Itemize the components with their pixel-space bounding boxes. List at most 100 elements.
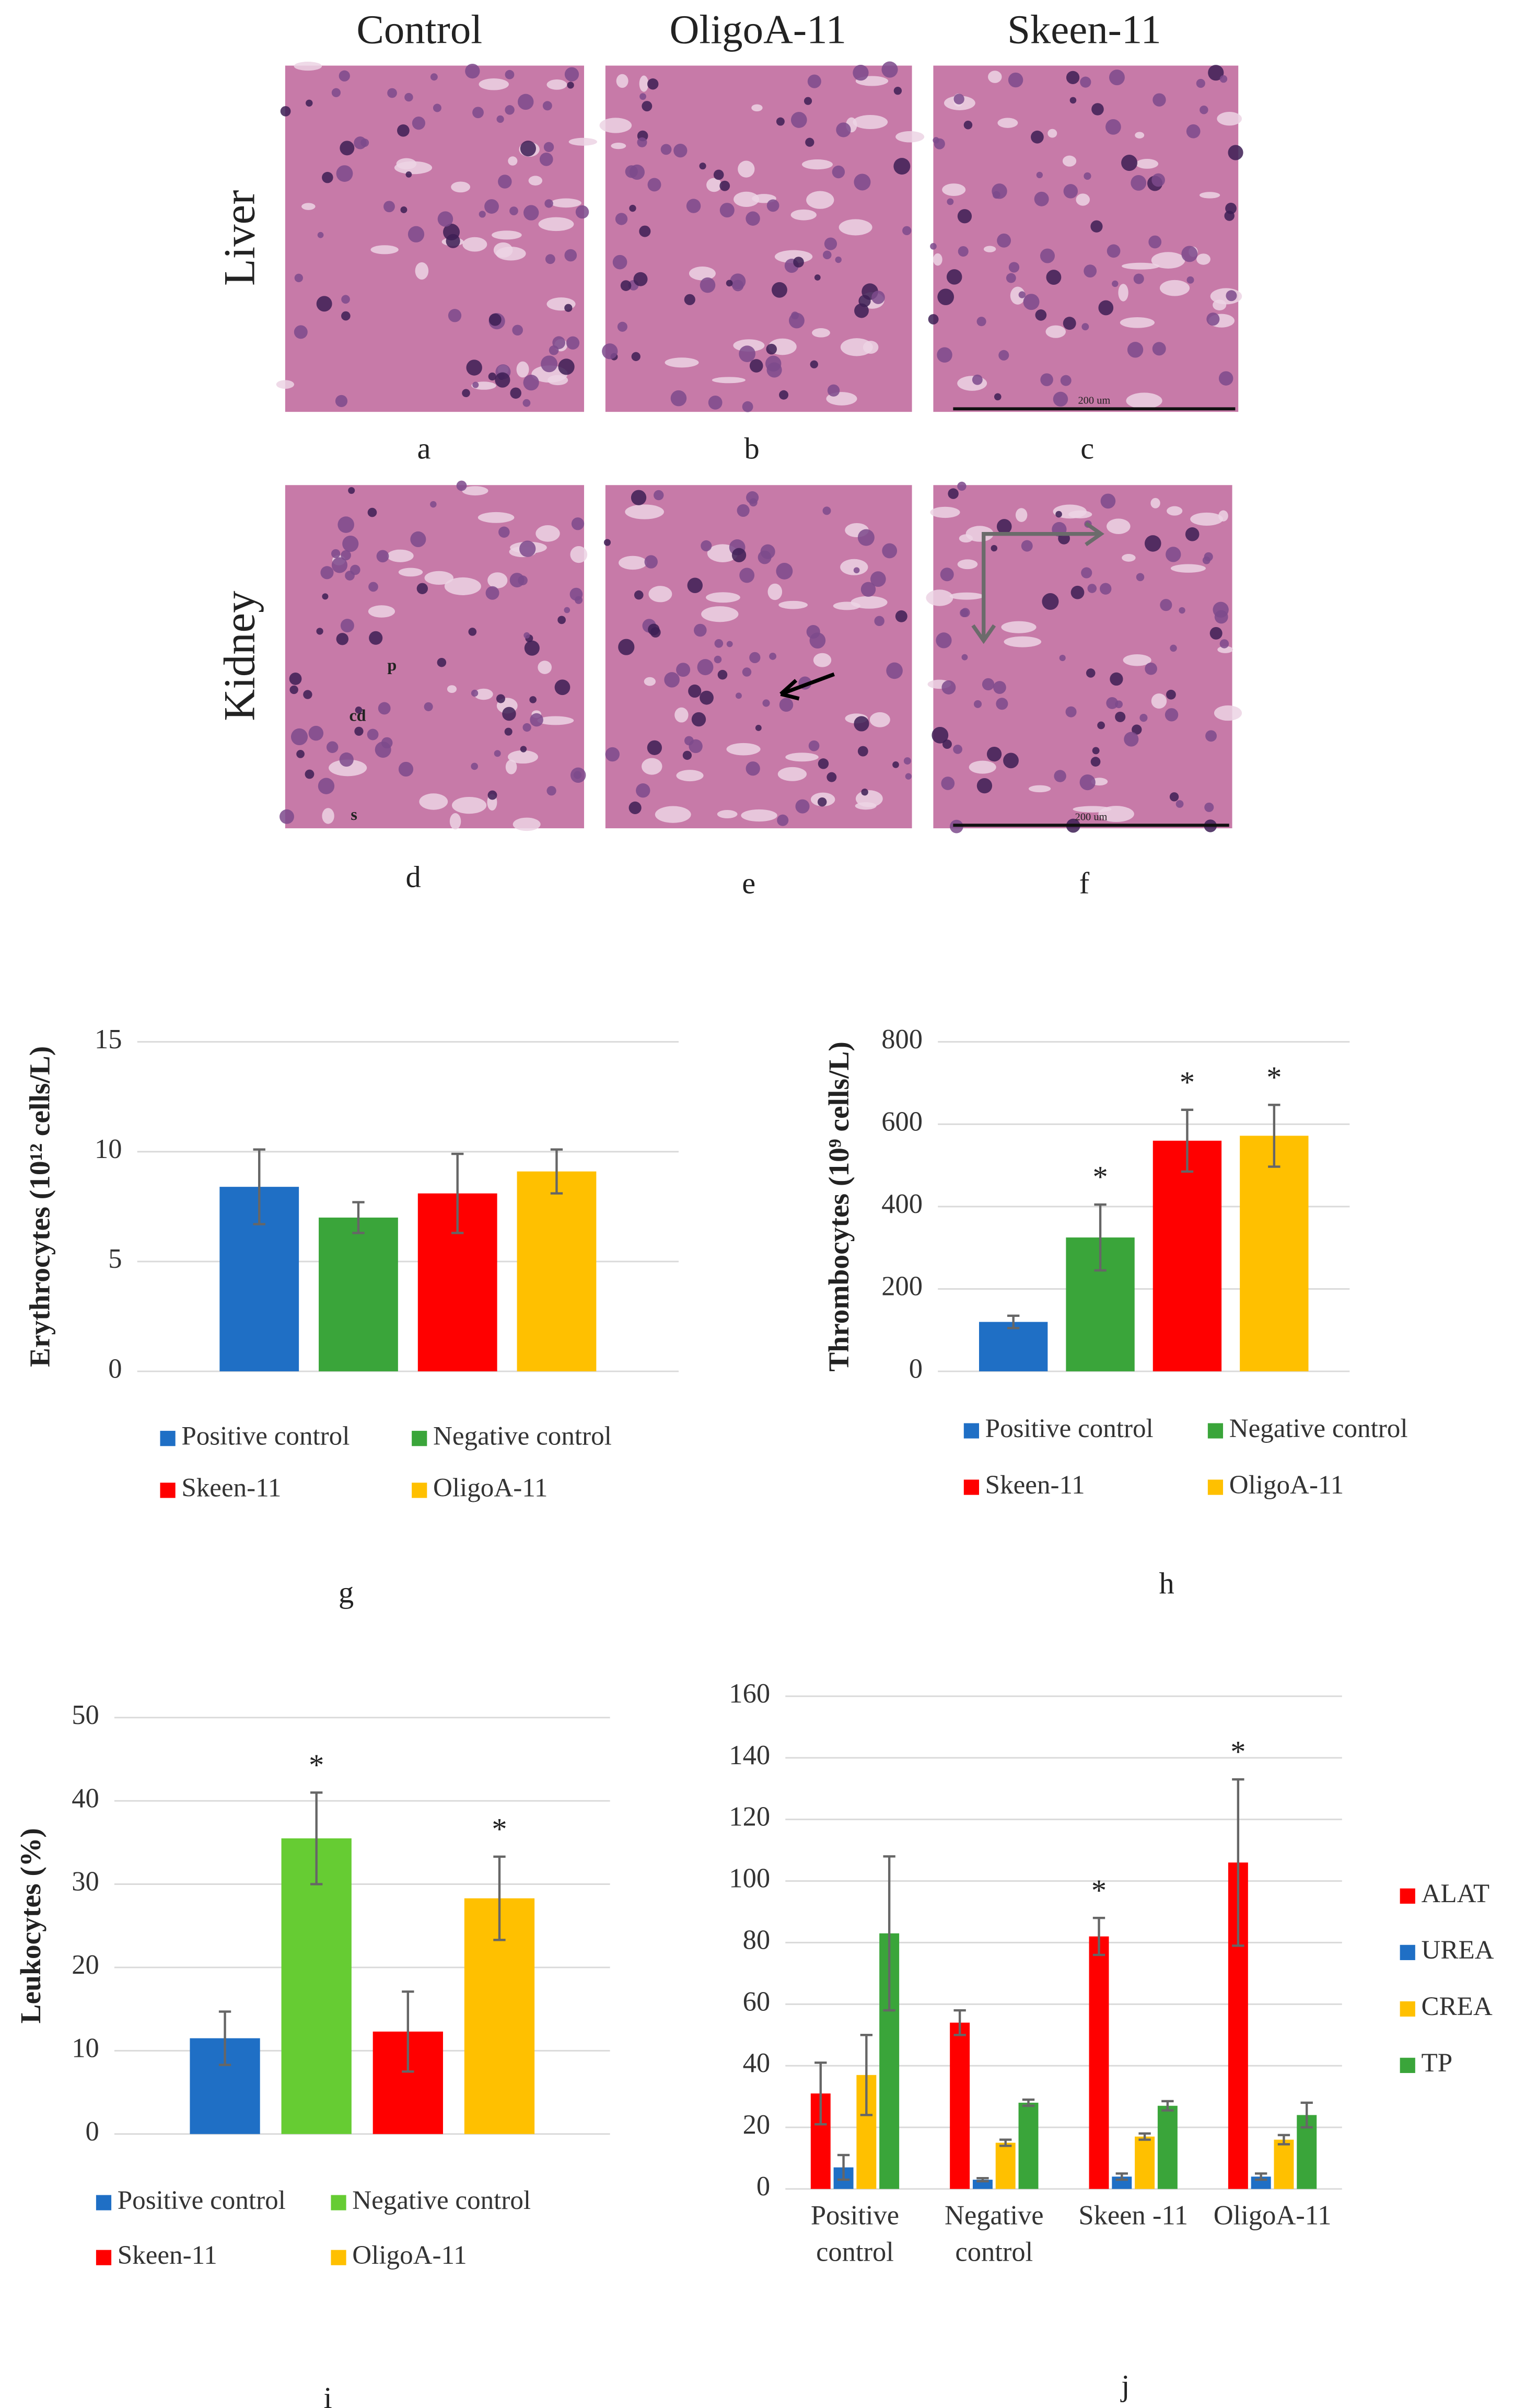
y-tick-label: 30: [72, 1867, 99, 1897]
nucleus: [510, 387, 521, 399]
nucleus: [1170, 644, 1177, 652]
y-axis-label: Erythrocytes (10¹² cells/L): [24, 1046, 55, 1367]
tissue-gap: [644, 677, 656, 686]
nucleus: [1121, 155, 1138, 171]
tissue-gap: [619, 555, 647, 570]
tissue-gap: [449, 813, 461, 830]
legend-swatch: [963, 1479, 979, 1495]
nucleus: [331, 549, 341, 559]
nucleus: [322, 593, 329, 600]
tissue-gap: [1107, 518, 1131, 534]
nucleus: [1152, 342, 1166, 356]
nucleus: [791, 311, 799, 320]
nucleus: [462, 389, 470, 398]
nucleus: [961, 654, 968, 661]
tissue-gap: [767, 583, 783, 600]
nucleus: [766, 199, 779, 212]
tissue-gap: [706, 178, 722, 192]
nucleus: [520, 141, 536, 157]
legend-label: OligoA-11: [1229, 1470, 1344, 1500]
tissue-gap: [1167, 506, 1183, 516]
tissue-gap: [734, 191, 760, 207]
tissue-gap: [726, 743, 761, 756]
tissue-gap: [853, 115, 888, 130]
tissue-gap: [1122, 262, 1160, 270]
nucleus: [719, 180, 730, 191]
tissue-gap: [1045, 325, 1066, 338]
nucleus: [827, 384, 840, 397]
nucleus: [625, 165, 638, 178]
nucleus: [682, 750, 692, 760]
tissue-gap: [639, 75, 649, 92]
nucleus: [505, 105, 515, 115]
nucleus: [1145, 662, 1157, 675]
nucleus: [1204, 552, 1213, 561]
nucleus: [308, 725, 324, 741]
column-header: OligoA-11: [669, 7, 846, 52]
error-bar: [1092, 1917, 1105, 1956]
nucleus: [735, 692, 742, 699]
nucleus: [1179, 607, 1185, 614]
tissue-gap: [741, 809, 777, 822]
tissue-gap: [712, 377, 746, 384]
nucleus: [771, 282, 787, 298]
nucleus: [1153, 93, 1166, 107]
nucleus: [1003, 752, 1019, 769]
nucleus: [810, 360, 818, 368]
nucleus: [1208, 65, 1224, 81]
nucleus: [1175, 800, 1184, 808]
nucleus: [893, 86, 902, 95]
nucleus: [498, 175, 512, 189]
nucleus: [408, 226, 425, 242]
nucleus: [1181, 246, 1198, 262]
significance-mark: *: [1092, 1160, 1108, 1194]
nucleus: [903, 757, 911, 765]
nucleus: [339, 70, 350, 82]
legend-swatch: [160, 1483, 176, 1498]
nucleus: [1228, 145, 1243, 160]
legend-label: Negative control: [1229, 1414, 1408, 1443]
error-bar: [253, 1148, 265, 1225]
tissue-gap: [1214, 705, 1242, 721]
nucleus: [953, 744, 962, 754]
nucleus: [670, 390, 687, 407]
error-bar: [402, 1990, 414, 2073]
nucleus: [694, 623, 707, 637]
tissue-gap: [387, 549, 414, 562]
nucleus: [1133, 273, 1144, 284]
nucleus: [1160, 599, 1172, 611]
nucleus: [1080, 76, 1091, 88]
nucleus: [542, 101, 552, 111]
legend-label: UREA: [1422, 1935, 1494, 1965]
y-axis-label: Thrombocytes (10⁹ cells/L): [823, 1041, 855, 1372]
error-bar: [1138, 2132, 1151, 2141]
x-tick-label: control: [816, 2237, 894, 2267]
error-bar: [1022, 2098, 1035, 2107]
nucleus: [509, 206, 518, 215]
nucleus: [881, 61, 898, 78]
nucleus: [714, 639, 724, 648]
error-bar: [1007, 1314, 1020, 1329]
nucleus: [566, 336, 580, 350]
tissue-gap: [1076, 193, 1090, 206]
nucleus: [854, 173, 871, 191]
y-tick-label: 0: [909, 1353, 923, 1384]
tissue-gap: [655, 806, 691, 823]
nucleus: [905, 773, 912, 780]
nucleus: [835, 256, 842, 263]
arrow: [779, 672, 835, 701]
significance-mark: *: [1230, 1735, 1245, 1769]
nucleus: [1008, 72, 1023, 88]
tissue-gap: [949, 592, 984, 600]
nucleus: [1166, 689, 1176, 700]
nucleus: [496, 694, 505, 703]
error-bar: [1115, 2172, 1128, 2181]
nucleus: [1070, 585, 1085, 599]
nucleus: [726, 641, 733, 647]
legend-label: Positive control: [985, 1414, 1154, 1443]
legend-swatch: [160, 1431, 176, 1446]
tissue-gap: [812, 328, 830, 338]
nucleus: [404, 92, 413, 102]
nucleus: [564, 249, 577, 262]
